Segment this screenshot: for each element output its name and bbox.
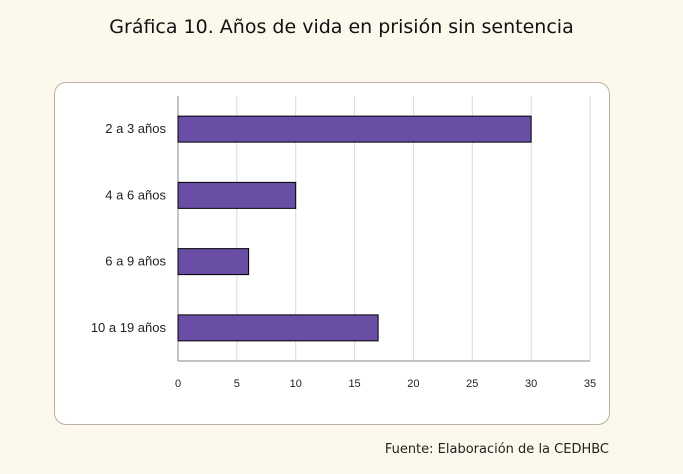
- category-label-1: 2 a 3 años: [105, 121, 166, 136]
- category-label-2: 4 a 6 años: [105, 187, 166, 202]
- x-tick-label-15: 15: [348, 378, 360, 390]
- x-tick-label-0: 0: [175, 378, 181, 390]
- bar-2: [177, 181, 297, 209]
- category-labels: 2 a 3 años 4 a 6 años 6 a 9 años 10 a 19 añ…: [91, 121, 167, 335]
- x-tick-label-35: 35: [584, 378, 596, 390]
- x-tick-labels: 0 5 10 15 20 25 30 35: [175, 378, 596, 390]
- bar-3: [177, 248, 250, 276]
- x-tick-label-20: 20: [407, 378, 419, 390]
- bar-1: [177, 115, 532, 143]
- category-label-4: 10 a 19 años: [91, 320, 167, 335]
- chart-title: Gráfica 10. Años de vida en prisión sin …: [109, 16, 574, 38]
- source-note: Fuente: Elaboración de la CEDHBC: [384, 442, 609, 457]
- bars: [177, 115, 532, 342]
- x-tick-label-25: 25: [466, 378, 478, 390]
- bar-4: [177, 314, 379, 342]
- category-label-3: 6 a 9 años: [105, 254, 166, 269]
- x-tick-label-30: 30: [525, 378, 537, 390]
- x-tick-label-5: 5: [234, 378, 240, 390]
- x-tick-label-10: 10: [290, 378, 302, 390]
